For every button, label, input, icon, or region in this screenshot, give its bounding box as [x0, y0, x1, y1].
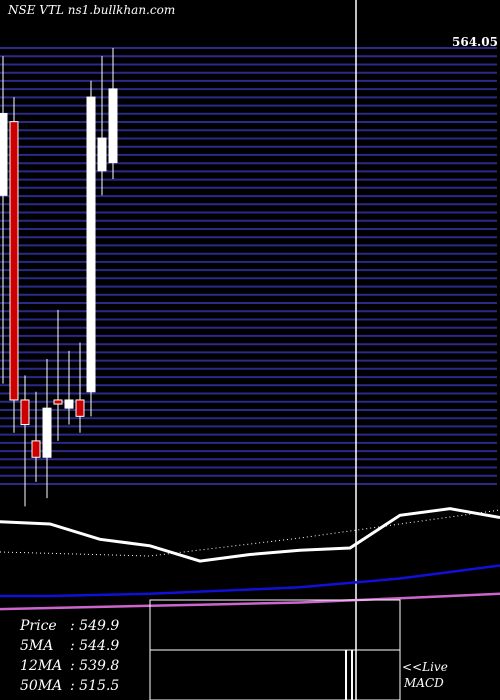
candle	[9, 97, 19, 433]
candle	[86, 80, 96, 417]
ma-line-12ma	[0, 564, 500, 598]
candle-body	[31, 440, 41, 458]
candle-body	[97, 137, 107, 172]
legend-label: Price	[19, 618, 57, 634]
ma-line-50ma	[0, 592, 500, 611]
chart-title: NSE VTL ns1.bullkhan.com	[7, 3, 175, 17]
candle-body	[108, 88, 118, 164]
legend-value: : 539.8	[70, 658, 119, 674]
candle-body	[64, 399, 74, 409]
price-grid	[0, 47, 497, 485]
candle-body	[75, 399, 85, 417]
live-label[interactable]: <<Live	[402, 660, 448, 674]
candlestick-series	[0, 48, 118, 507]
price-axis-top-label: 564.05	[452, 35, 498, 49]
legend-label: 12MA	[20, 658, 62, 674]
candle	[97, 56, 107, 196]
candle-body	[86, 96, 96, 393]
legend: Price : 549.9 5MA : 544.9 12MA : 539.8 50MA : 5…	[19, 618, 119, 694]
candle	[75, 342, 85, 433]
candle	[53, 309, 63, 441]
legend-value: : 544.9	[70, 638, 119, 654]
legend-value: : 515.5	[70, 678, 119, 694]
candle	[108, 48, 118, 179]
macd-label: MACD	[403, 676, 444, 690]
legend-label: 5MA	[20, 638, 53, 654]
legend-label: 50MA	[20, 678, 62, 694]
legend-value: : 549.9	[70, 618, 119, 634]
candle	[0, 56, 8, 384]
moving-average-lines	[0, 507, 500, 611]
candle-body	[53, 399, 63, 405]
candle-body	[42, 407, 52, 458]
candle-body	[9, 121, 19, 401]
ma-line-5ma	[0, 507, 500, 563]
candle	[64, 350, 74, 425]
candle	[31, 391, 41, 482]
candle	[42, 359, 52, 499]
candle	[20, 375, 30, 507]
candle-body	[20, 399, 30, 426]
candle-body	[0, 112, 8, 196]
